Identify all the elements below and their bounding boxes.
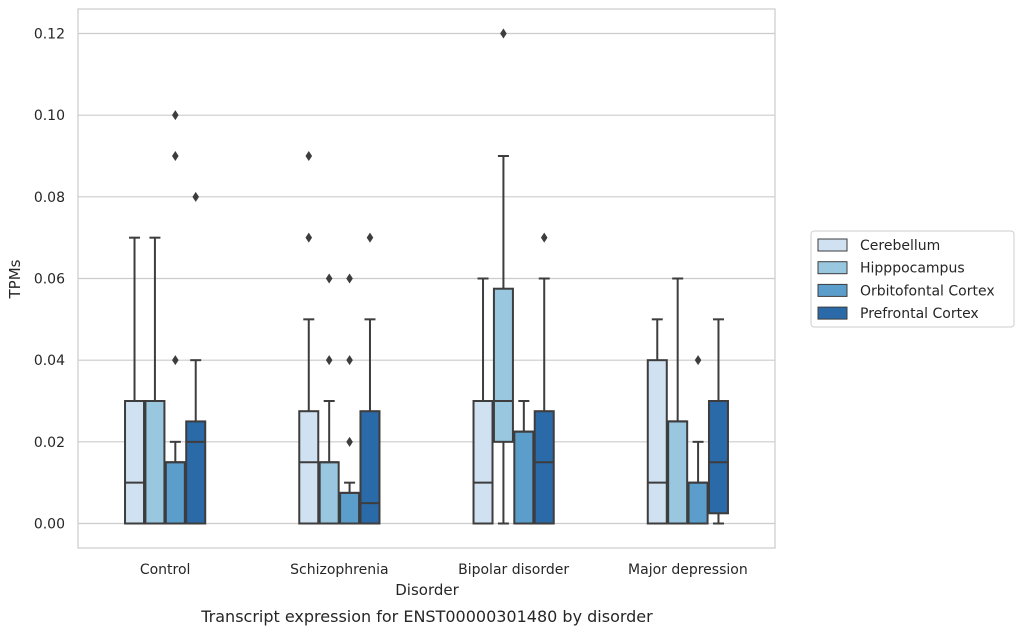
x-axis-title: Disorder [395,581,459,599]
box [687,481,709,525]
box-plot [533,232,555,525]
box-plot [124,236,146,525]
outlier-point [192,191,200,202]
box-plot [513,400,535,525]
x-tick-label: Bipolar disorder [458,562,569,578]
box-plot [472,277,494,525]
outlier-point [325,273,333,284]
outlier-point [305,151,313,161]
box-plot [707,318,729,525]
y-tick-label: 0.02 [34,435,65,451]
y-tick-label: 0.10 [34,108,65,124]
legend-label: Hipppocampus [860,261,965,277]
box-plot [144,236,166,525]
x-tick-label: Control [140,562,191,578]
box [185,420,207,525]
box [359,410,381,525]
outlier-point [172,151,179,161]
legend-label: Prefrontal Cortex [860,306,979,322]
legend-label: Cerebellum [860,238,940,254]
box-plot [318,273,340,525]
legend-frame [810,230,1015,328]
box-plot [164,110,186,525]
legend-swatch [817,283,848,297]
box [513,430,535,525]
box [164,461,186,525]
outlier-point [325,355,333,366]
box-plot [298,151,320,525]
outlier-point [305,232,313,243]
box [124,400,146,525]
box-plot [339,273,361,525]
box [339,491,361,525]
box [144,400,166,525]
y-tick-label: 0.12 [34,27,65,43]
outlier-point [694,355,702,366]
x-tick-label: Major depression [628,562,748,578]
y-tick-labels: 0.00 0.02 0.04 0.06 0.08 0.10 0.12 [34,27,65,533]
outlier-point [540,232,548,243]
box [533,410,555,525]
outlier-point [172,355,179,366]
outlier-point [172,110,179,121]
y-tick-label: 0.04 [34,353,65,369]
y-axis-title: TPMs [6,259,24,299]
outlier-point [346,436,353,447]
legend-swatch [817,261,848,275]
box-plot [492,28,514,525]
y-tick-label: 0.00 [34,517,65,533]
legend-label: Orbitofontal Cortex [860,283,995,299]
box-plot [185,191,207,525]
legend: Cerebellum Hipppocampus Orbitofontal Corte… [810,230,1015,328]
y-tick-label: 0.08 [34,190,65,206]
x-tick-labels: Control Schizophrenia Bipolar disorder Majo… [140,562,748,578]
box-plots [124,28,729,525]
box-plot [687,355,709,525]
box [646,359,668,525]
box [298,410,320,525]
box [667,420,689,525]
chart-caption: Transcript expression for ENST0000030148… [200,607,653,626]
box [707,400,729,515]
box [318,461,340,525]
plot-frame [77,8,776,549]
outlier-point [346,273,353,284]
legend-swatch [817,306,848,320]
x-tick-label: Schizophrenia [290,562,388,578]
box [472,400,494,525]
y-tick-label: 0.06 [34,272,65,288]
outlier-point [346,355,353,366]
box-plot [667,277,689,525]
outlier-point [500,28,507,39]
box [492,287,514,443]
box-plot [646,318,668,525]
legend-swatch [817,238,848,252]
outlier-point [366,232,374,243]
box-plot [359,232,381,525]
